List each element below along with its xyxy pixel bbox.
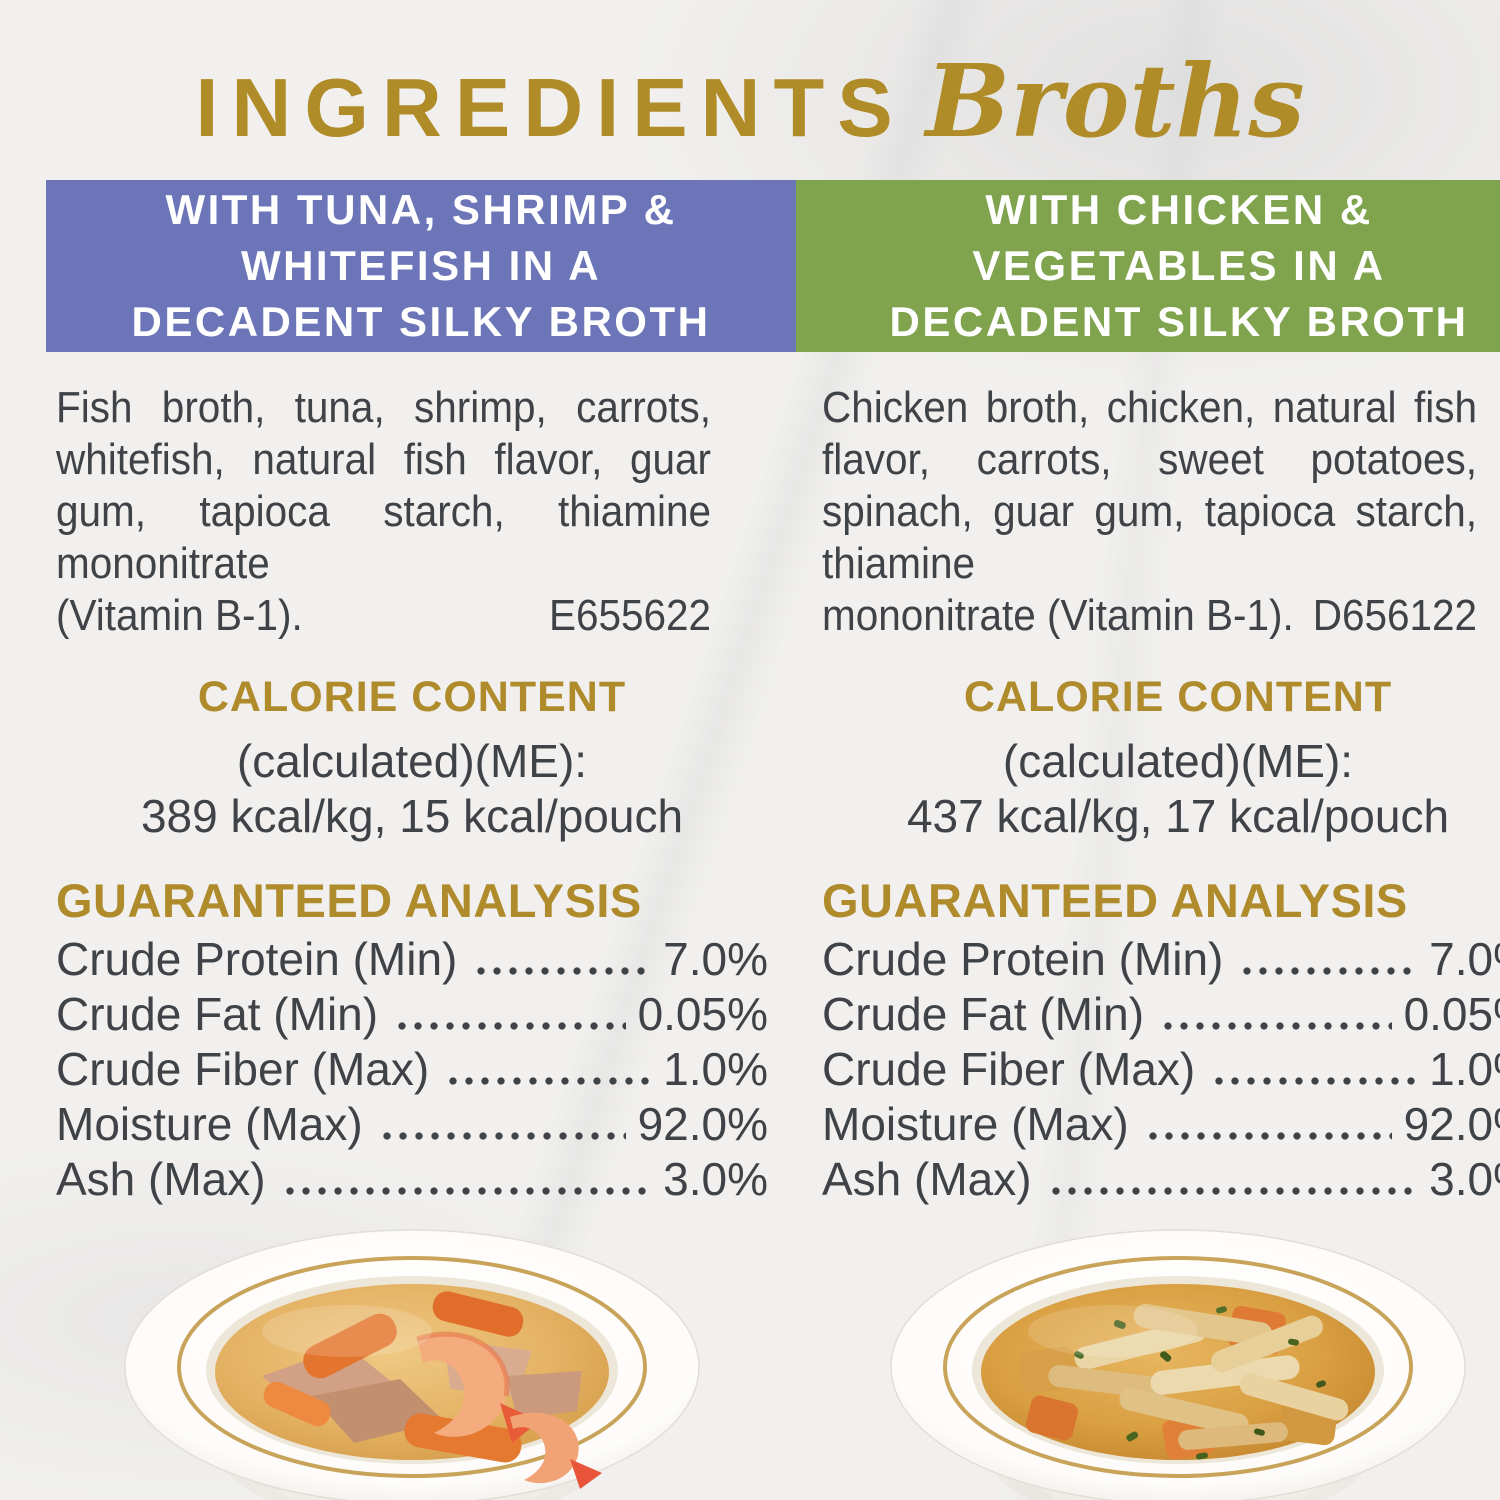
ingredients-list: Fish broth, tuna, shrimp, carrots, white…	[56, 382, 768, 642]
ingredients-tail: mononitrate (Vitamin B-1).	[822, 591, 1294, 640]
product-columns: WITH TUNA, SHRIMP & WHITEFISH IN A DECAD…	[0, 180, 1500, 1500]
analysis-row: Crude Protein (Min) 7.0%	[822, 932, 1500, 987]
title-ingredients: INGREDIENTS	[195, 61, 906, 154]
chicken-vegetable-bowl-image	[890, 1229, 1466, 1500]
dot-leader	[1211, 1076, 1418, 1086]
variant-header-line: WHITEFISH IN A	[240, 242, 602, 289]
formula-code: D656122	[1312, 591, 1478, 640]
analysis-value: 7.0%	[663, 933, 768, 985]
calorie-content-heading: CALORIE CONTENT	[963, 673, 1393, 721]
formula-code: E655622	[548, 591, 712, 640]
guaranteed-analysis-table: Crude Protein (Min) 7.0% Crude Fat (Min)…	[56, 932, 768, 1207]
analysis-value: 0.05%	[637, 988, 768, 1040]
analysis-row: Crude Fat (Min) 0.05%	[56, 987, 768, 1042]
guaranteed-analysis-heading: GUARANTEED ANALYSIS	[822, 874, 1408, 927]
variant-header-line: VEGETABLES IN A	[972, 242, 1386, 289]
dot-leader	[445, 1076, 652, 1086]
ingredients-last-line: mononitrate (Vitamin B-1). D656122	[822, 590, 1477, 642]
dot-leader	[1047, 1186, 1418, 1196]
calorie-calculated-line: (calculated)(ME):	[1002, 735, 1354, 787]
guaranteed-analysis-table: Crude Protein (Min) 7.0% Crude Fat (Min)…	[822, 932, 1500, 1207]
analysis-value: 1.0%	[663, 1043, 768, 1095]
analysis-row: Ash (Max) 3.0%	[822, 1152, 1500, 1207]
product-details: Fish broth, tuna, shrimp, carrots, white…	[46, 382, 796, 1500]
analysis-label: Ash (Max)	[56, 1153, 266, 1205]
guaranteed-analysis-section: GUARANTEED ANALYSIS Crude Protein (Min) …	[822, 874, 1500, 1207]
analysis-row: Moisture (Max) 92.0%	[56, 1097, 768, 1152]
analysis-row: Crude Protein (Min) 7.0%	[56, 932, 768, 987]
title-broths-script: Broths	[925, 42, 1305, 160]
analysis-value: 0.05%	[1403, 988, 1500, 1040]
analysis-value: 7.0%	[1429, 933, 1500, 985]
dot-leader	[394, 1021, 626, 1031]
analysis-row: Crude Fat (Min) 0.05%	[822, 987, 1500, 1042]
dot-leader	[378, 1131, 626, 1141]
ingredients-list: Chicken broth, chicken, natural fish fla…	[822, 382, 1500, 642]
ingredients-tail: (Vitamin B-1).	[56, 591, 303, 640]
calorie-content-section: CALORIE CONTENT (calculated)(ME): 437 kc…	[822, 672, 1500, 844]
analysis-label: Crude Fat (Min)	[822, 988, 1145, 1040]
calorie-value-line: 437 kcal/kg, 17 kcal/pouch	[906, 790, 1450, 842]
analysis-value: 92.0%	[637, 1098, 768, 1150]
analysis-label: Crude Protein (Min)	[822, 933, 1224, 985]
analysis-label: Moisture (Max)	[56, 1098, 363, 1150]
calorie-content-section: CALORIE CONTENT (calculated)(ME): 389 kc…	[56, 672, 768, 844]
analysis-label: Crude Fiber (Max)	[822, 1043, 1196, 1095]
variant-header-line: DECADENT SILKY BROTH	[131, 298, 711, 345]
analysis-label: Crude Protein (Min)	[56, 933, 458, 985]
calorie-calculated-line: (calculated)(ME):	[236, 735, 588, 787]
guaranteed-analysis-section: GUARANTEED ANALYSIS Crude Protein (Min) …	[56, 874, 768, 1207]
product-column-chicken-vegetables: WITH CHICKEN & VEGETABLES IN A DECADENT …	[796, 180, 1500, 1500]
variant-header-tuna-shrimp-whitefish: WITH TUNA, SHRIMP & WHITEFISH IN A DECAD…	[46, 180, 796, 352]
analysis-value: 92.0%	[1403, 1098, 1500, 1150]
analysis-label: Moisture (Max)	[822, 1098, 1129, 1150]
dot-leader	[1144, 1131, 1392, 1141]
ingredients-text-wrap: Chicken broth, chicken, natural fish fla…	[822, 382, 1477, 642]
dot-leader	[1239, 966, 1418, 976]
analysis-row: Moisture (Max) 92.0%	[822, 1097, 1500, 1152]
dot-leader	[281, 1186, 652, 1196]
variant-header-line: WITH TUNA, SHRIMP &	[165, 186, 677, 233]
page-title: INGREDIENTS Broths	[0, 0, 1500, 162]
calorie-value-line: 389 kcal/kg, 15 kcal/pouch	[140, 790, 684, 842]
tuna-shrimp-bowl-image	[124, 1229, 700, 1500]
variant-header-line: WITH CHICKEN &	[985, 186, 1373, 233]
product-details: Chicken broth, chicken, natural fish fla…	[796, 382, 1500, 1500]
guaranteed-analysis-heading: GUARANTEED ANALYSIS	[56, 874, 642, 927]
analysis-row: Crude Fiber (Max) 1.0%	[822, 1042, 1500, 1097]
bowl-photo-tuna-shrimp	[56, 1221, 768, 1500]
variant-header-chicken-vegetables: WITH CHICKEN & VEGETABLES IN A DECADENT …	[796, 180, 1500, 352]
dot-leader	[1160, 1021, 1392, 1031]
analysis-row: Ash (Max) 3.0%	[56, 1152, 768, 1207]
ingredients-text-wrap: Fish broth, tuna, shrimp, carrots, white…	[56, 382, 711, 642]
ingredients-last-line: (Vitamin B-1). E655622	[56, 590, 711, 642]
analysis-row: Crude Fiber (Max) 1.0%	[56, 1042, 768, 1097]
analysis-value: 3.0%	[663, 1153, 768, 1205]
ingredients-text: Chicken broth, chicken, natural fish fla…	[822, 383, 1478, 588]
analysis-value: 1.0%	[1429, 1043, 1500, 1095]
variant-header-line: DECADENT SILKY BROTH	[889, 298, 1469, 345]
calorie-content-heading: CALORIE CONTENT	[197, 673, 627, 721]
analysis-label: Crude Fat (Min)	[56, 988, 379, 1040]
analysis-value: 3.0%	[1429, 1153, 1500, 1205]
dot-leader	[473, 966, 652, 976]
product-column-tuna-shrimp-whitefish: WITH TUNA, SHRIMP & WHITEFISH IN A DECAD…	[46, 180, 796, 1500]
analysis-label: Ash (Max)	[822, 1153, 1032, 1205]
analysis-label: Crude Fiber (Max)	[56, 1043, 430, 1095]
bowl-photo-chicken-vegetables	[822, 1221, 1500, 1500]
ingredients-text: Fish broth, tuna, shrimp, carrots, white…	[56, 383, 712, 588]
